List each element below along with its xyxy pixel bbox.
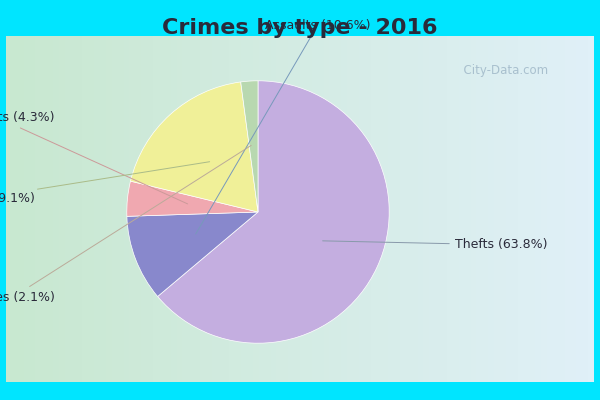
Text: Assaults (10.6%): Assaults (10.6%) (196, 19, 370, 234)
Wedge shape (127, 181, 258, 216)
Text: Thefts (63.8%): Thefts (63.8%) (323, 238, 547, 251)
Text: Crimes by type - 2016: Crimes by type - 2016 (162, 18, 438, 38)
Wedge shape (158, 81, 389, 343)
Text: Burglaries (19.1%): Burglaries (19.1%) (0, 162, 209, 205)
Text: Rapes (2.1%): Rapes (2.1%) (0, 146, 251, 304)
Wedge shape (130, 82, 258, 212)
Text: Auto thefts (4.3%): Auto thefts (4.3%) (0, 111, 188, 204)
Wedge shape (241, 81, 258, 212)
Wedge shape (127, 212, 258, 296)
Text: City-Data.com: City-Data.com (456, 64, 548, 77)
